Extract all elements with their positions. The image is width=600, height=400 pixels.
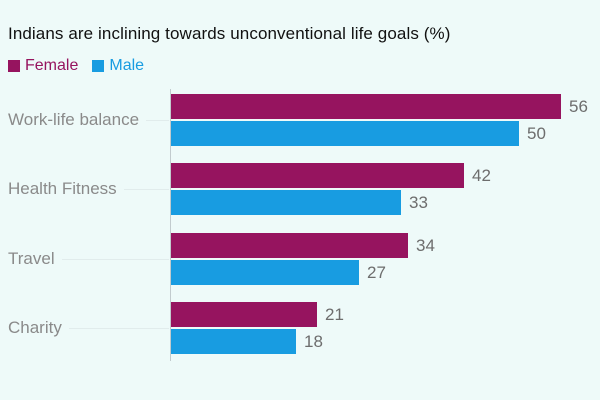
bar-female-4 — [171, 302, 317, 327]
legend-label-male: Male — [109, 57, 145, 74]
female-swatch-icon — [8, 60, 20, 72]
value-label-female-1: 56 — [569, 97, 588, 116]
bar-female-1 — [171, 94, 561, 119]
category-leader-line — [123, 188, 169, 190]
bar-male-4 — [171, 329, 296, 354]
value-label-male-2: 33 — [409, 193, 428, 212]
bar-male-3 — [171, 260, 359, 285]
bar-female-3 — [171, 233, 408, 258]
value-label-female-4: 21 — [325, 305, 344, 324]
category-label-text: Work-life balance — [8, 110, 140, 129]
category-leader-line — [146, 119, 169, 121]
value-label-male-4: 18 — [304, 332, 323, 351]
category-label-text: Health Fitness — [8, 179, 117, 198]
bar-male-1 — [171, 121, 519, 146]
category-label-4: Charity — [8, 316, 169, 340]
legend: Female Male — [8, 57, 144, 75]
male-swatch-icon — [92, 60, 105, 72]
legend-item-female: Female — [8, 57, 78, 75]
legend-item-male: Male — [92, 57, 144, 75]
value-label-female-3: 34 — [416, 236, 435, 255]
value-label-male-1: 50 — [527, 124, 546, 143]
category-leader-line — [61, 258, 169, 260]
value-label-male-3: 27 — [367, 263, 386, 282]
bar-male-2 — [171, 190, 401, 215]
value-label-female-2: 42 — [472, 166, 491, 185]
legend-label-female: Female — [25, 57, 79, 74]
chart-title: Indians are inclining towards unconventi… — [8, 24, 451, 43]
category-label-text: Charity — [8, 318, 62, 337]
y-axis-line — [170, 89, 171, 361]
category-label-2: Health Fitness — [8, 177, 169, 201]
category-leader-line — [68, 327, 169, 329]
category-label-3: Travel — [8, 247, 169, 271]
category-label-text: Travel — [8, 249, 55, 268]
category-label-1: Work-life balance — [8, 108, 169, 132]
bar-female-2 — [171, 163, 464, 188]
